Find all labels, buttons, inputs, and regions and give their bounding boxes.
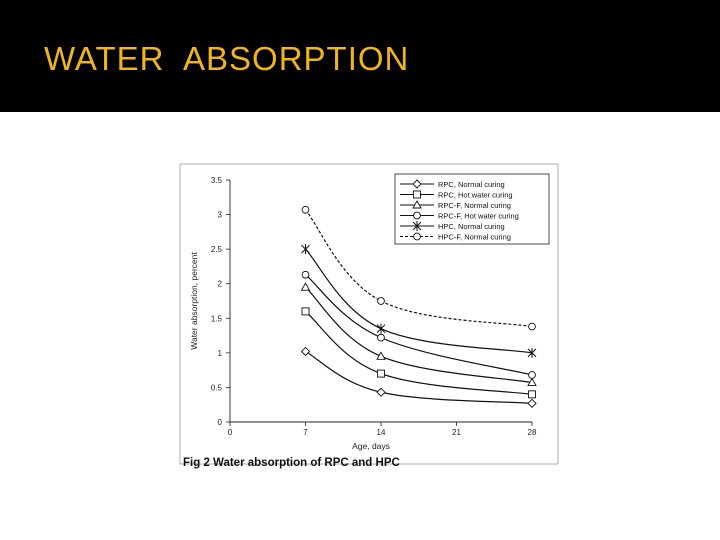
legend-marker [412, 221, 422, 231]
legend-box [394, 173, 550, 245]
y-axis-label: Water absorption, percent [189, 252, 199, 350]
legend-marker [412, 179, 422, 189]
x-axis-label: Age, days [352, 441, 390, 451]
legend-label: HPC, Normal curing [438, 222, 505, 231]
legend-label: RPC-F, Hot water curing [438, 212, 519, 221]
y-tick-group: 0 0.5 1 1.5 2 2.5 3 3.5 [211, 176, 230, 427]
data-point [377, 369, 385, 378]
series-6 [301, 205, 536, 331]
y-tick-label: 1 [218, 349, 223, 358]
data-point [300, 282, 311, 291]
data-point [528, 322, 536, 331]
legend-item: RPC, Hot water curing [400, 191, 513, 200]
y-tick-label: 1.5 [211, 314, 223, 323]
data-point [376, 387, 386, 397]
legend-marker [413, 232, 421, 241]
legend-marker [412, 200, 422, 209]
x-tick-label: 28 [528, 428, 537, 437]
data-point [528, 390, 536, 399]
x-tick-group: 0 7 14 21 28 [228, 422, 537, 437]
y-tick-label: 0 [218, 418, 223, 427]
legend-label: RPC, Hot water curing [438, 191, 513, 200]
legend-item: RPC-F, Hot water curing [400, 212, 519, 221]
series-3 [300, 282, 537, 387]
data-point [527, 398, 537, 408]
data-point [377, 333, 385, 342]
y-tick-label: 3.5 [211, 176, 223, 185]
x-tick-label: 14 [377, 428, 386, 437]
data-point [301, 244, 310, 255]
legend-label: RPC-F, Normal curing [438, 201, 511, 210]
slide-title: WATER ABSORPTION [44, 40, 410, 77]
data-point [301, 205, 310, 214]
series-5 [301, 244, 537, 358]
water-absorption-chart: 0 0.5 1 1.5 2 2.5 3 3.5 0 7 14 21 28 Age, days Wate… [179, 163, 559, 465]
series-line [305, 350, 533, 404]
data-point [527, 377, 537, 387]
legend-item: RPC-F, Normal curing [400, 200, 511, 210]
y-tick-label: 2.5 [211, 245, 223, 254]
x-tick-label: 7 [303, 428, 308, 437]
y-tick-label: 0.5 [211, 383, 223, 392]
series-1 [300, 346, 537, 408]
series-2 [301, 307, 536, 399]
data-point [376, 323, 386, 334]
legend-item: HPC, Normal curing [400, 221, 505, 231]
series-group [300, 205, 537, 408]
legend-item: HPC-F, Normal curing [400, 233, 511, 242]
legend-item: RPC, Normal curing [400, 179, 505, 189]
data-point [527, 347, 537, 358]
data-point [376, 351, 386, 360]
x-tick-label: 21 [452, 428, 461, 437]
x-tick-label: 0 [228, 428, 233, 437]
y-tick-label: 3 [218, 211, 223, 220]
figure-caption: Fig 2 Water absorption of RPC and HPC [183, 457, 400, 469]
data-point [528, 371, 536, 379]
data-point [377, 297, 385, 305]
legend-marker [413, 190, 421, 199]
y-tick-label: 2 [218, 280, 223, 289]
data-point [301, 307, 310, 316]
series-4 [301, 270, 536, 379]
data-point [301, 270, 310, 279]
chart-figure: 0 0.5 1 1.5 2 2.5 3 3.5 0 7 14 21 28 Age, days Wate… [176, 160, 560, 478]
legend-label: HPC-F, Normal curing [438, 233, 511, 242]
data-point [300, 346, 311, 357]
legend-marker [413, 211, 421, 220]
slide-header: WATER ABSORPTION [0, 0, 720, 112]
legend-label: RPC, Normal curing [438, 180, 505, 189]
